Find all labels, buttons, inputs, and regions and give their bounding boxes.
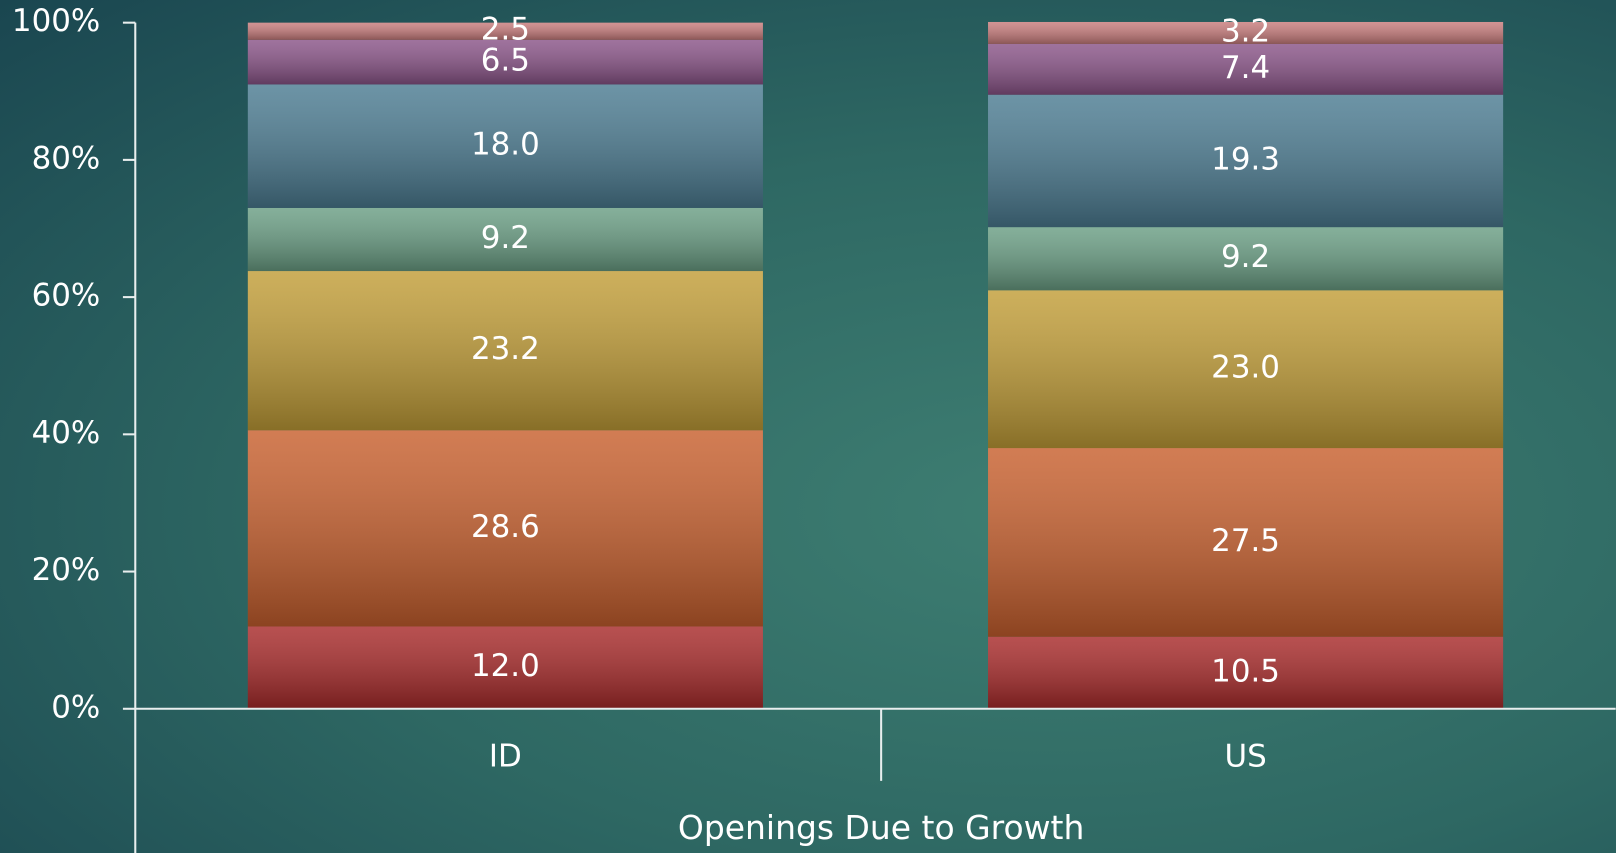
segment-shade — [247, 626, 763, 709]
data-label: 23.0 — [1211, 350, 1280, 386]
y-tick-label: 100% — [12, 3, 100, 39]
segment-shade — [247, 84, 763, 208]
y-tick-label: 20% — [32, 552, 101, 588]
data-label: 19.3 — [1211, 141, 1280, 177]
data-label: 27.5 — [1211, 523, 1280, 559]
y-tick-label: 80% — [32, 140, 101, 176]
data-label: 18.0 — [471, 127, 540, 163]
data-label: 7.4 — [1221, 50, 1270, 86]
segment-shade — [247, 271, 763, 431]
segment-shade — [988, 636, 1504, 709]
data-label: 28.6 — [471, 509, 540, 545]
y-tick-label: 40% — [32, 415, 101, 451]
segment-shade — [988, 448, 1504, 637]
segment-shade — [247, 22, 763, 40]
segment-shade — [247, 39, 763, 85]
data-label: 9.2 — [1221, 239, 1270, 275]
data-label: 9.2 — [481, 220, 530, 256]
segment-shade — [988, 227, 1504, 291]
data-label: 6.5 — [481, 43, 530, 79]
data-label: 10.5 — [1211, 653, 1280, 689]
x-tick-label: ID — [489, 739, 522, 775]
segment-shade — [988, 290, 1504, 449]
segment-shade — [247, 207, 763, 272]
data-label: 2.5 — [481, 12, 530, 48]
segment-shade — [247, 430, 763, 627]
x-axis-title: Openings Due to Growth — [678, 808, 1084, 847]
y-tick-label: 0% — [51, 689, 100, 725]
x-tick-label: US — [1224, 739, 1266, 775]
segment-shade — [988, 21, 1504, 44]
segment-shade — [988, 94, 1504, 228]
segment-shade — [988, 43, 1504, 95]
data-label: 3.2 — [1221, 13, 1270, 49]
data-label: 23.2 — [471, 331, 540, 367]
y-tick-label: 60% — [32, 278, 101, 314]
data-label: 12.0 — [471, 648, 540, 684]
